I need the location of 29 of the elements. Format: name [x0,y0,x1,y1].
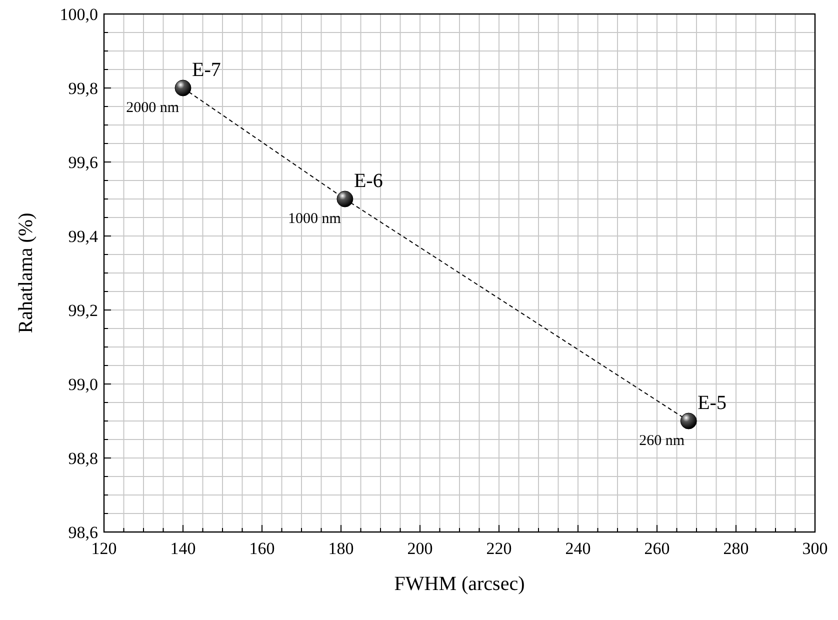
x-tick-label: 120 [91,539,117,558]
annotation: 1000 nm [288,211,342,227]
y-tick-label: 99,4 [68,227,98,246]
x-tick-label: 180 [328,539,354,558]
x-tick-label: 240 [565,539,591,558]
point [680,412,697,430]
point [336,190,354,208]
x-tick-label: 220 [486,539,512,558]
point [174,80,192,96]
x-tick-label: 200 [407,539,433,558]
annotation: E-7 [192,59,221,81]
y-tick-label: 98,8 [68,449,98,468]
x-tick-label: 140 [170,539,196,558]
y-tick-label: 99,0 [68,375,98,394]
annotation: 2000 nm [126,100,180,116]
annotation: E-5 [698,392,726,414]
x-tick-label: 260 [644,539,670,558]
x-tick-label: 300 [802,539,828,558]
y-tick-label: 99,2 [68,301,98,320]
y-tick-label: 99,8 [68,79,98,98]
x-axis-title: FWHM (arcsec) [394,573,525,595]
y-tick-label: 99,6 [68,153,98,172]
x-tick-label: 160 [249,539,275,558]
y-axis-title: Rahatlama (%) [15,212,37,334]
y-tick-label: 100,0 [60,5,98,24]
annotation: 260 nm [639,433,685,449]
x-tick-label: 280 [723,539,749,558]
annotation: E-6 [354,170,383,192]
y-tick-label: 98,6 [68,523,98,542]
